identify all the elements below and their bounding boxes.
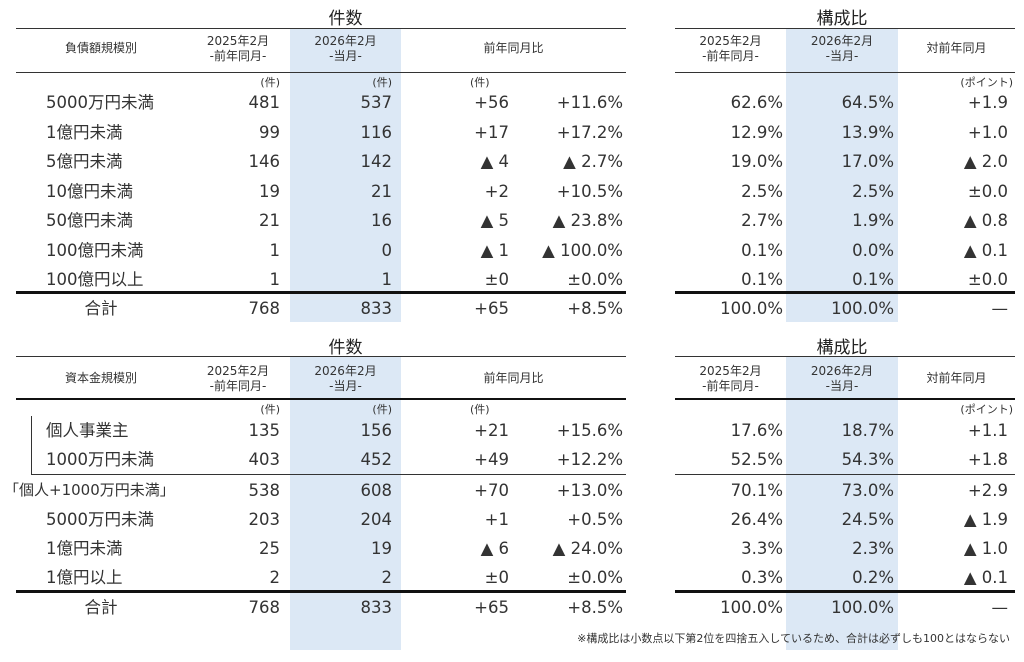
count-section-title: 件数 [328, 338, 363, 358]
current-month-highlight [290, 28, 401, 322]
ratio-current-header: 2026年2月 -当月- [810, 364, 874, 393]
unit-label: (件) [372, 76, 392, 89]
prev-year-header: 2025年2月 -前年同月- [206, 364, 270, 393]
row-label: 5000万円未満 [46, 510, 154, 529]
header-bottom-rule [16, 398, 626, 400]
header-top-rule [16, 356, 626, 357]
yoy-header: 前年同月比 [483, 371, 544, 385]
ratio-current-header: 2026年2月 -当月- [810, 34, 874, 63]
group-bracket [31, 416, 32, 474]
row-label: 5億円未満 [46, 152, 123, 171]
row-label: 100億円以上 [46, 270, 144, 289]
row-label: 5000万円未満 [46, 93, 154, 112]
ratio-prev-header: 2025年2月 -前年同月- [699, 364, 762, 393]
current-ratio-highlight [786, 356, 898, 650]
table-row: 1億円以上 2 2 ±0 ±0.0% 0.3% 0.2% ▲ 0.1 [0, 563, 1024, 592]
header-top-rule-ratio [675, 356, 1015, 357]
yoy-header: 前年同月比 [483, 41, 544, 55]
count-section-title: 件数 [328, 9, 363, 29]
row-label: 1億円未満 [46, 122, 123, 142]
unit-label: (件) [470, 403, 490, 416]
ratio-section-title: 構成比 [816, 338, 868, 358]
row-label: 100億円未満 [46, 240, 144, 260]
row-label: 1億円未満 [46, 539, 123, 558]
ratio-section-title: 構成比 [816, 9, 868, 29]
table-row: 個人事業主 135 156 +21 +15.6% 17.6% 18.7% +1.… [0, 416, 1024, 445]
category-header: 負債額規模別 [64, 41, 137, 55]
header-bottom-rule-ratio [675, 398, 1015, 400]
unit-label: (件) [470, 76, 490, 89]
group-bottom-rule [31, 474, 626, 475]
row-label: 「個人+1000万円未満」 [4, 481, 175, 499]
unit-point-label: (ポイント) [960, 76, 1013, 89]
table-row: 10億円未満 19 21 +2 +10.5% 2.5% 2.5% ±0.0 [0, 177, 1024, 206]
total-rule-ratio [675, 590, 1015, 593]
ratio-yoy-header: 対前年同月 [926, 371, 987, 385]
category-header: 資本金規模別 [64, 371, 137, 385]
unit-label: (件) [260, 403, 280, 416]
table-row: 5000万円未満 481 537 +56 +11.6% 62.6% 64.5% … [0, 88, 1024, 117]
row-label: 個人事業主 [46, 421, 129, 440]
ratio-prev-header: 2025年2月 -前年同月- [699, 34, 762, 63]
unit-point-label: (ポイント) [960, 403, 1013, 416]
current-ratio-highlight [786, 28, 898, 322]
header-bottom-rule [16, 72, 626, 73]
table-row: 50億円未満 21 16 ▲ 5 ▲ 23.8% 2.7% 1.9% ▲ 0.8 [0, 206, 1024, 235]
row-label: 1億円以上 [46, 568, 123, 587]
row-label: 10億円未満 [46, 181, 133, 201]
ratio-yoy-header: 対前年同月 [926, 41, 987, 55]
debt-size-table: 件数 構成比 負債額規模別 2025年2月 -前年同月- 2026年2月 -当月… [0, 0, 1024, 330]
table-row: 100億円未満 1 0 ▲ 1 ▲ 100.0% 0.1% 0.0% ▲ 0.1 [0, 236, 1024, 265]
total-rule [16, 590, 626, 593]
capital-size-table: 件数 構成比 資本金規模別 2025年2月 -前年同月- 2026年2月 -当月… [0, 330, 1024, 662]
table-row: 1000万円未満 403 452 +49 +12.2% 52.5% 54.3% … [0, 445, 1024, 474]
header-top-rule-ratio [675, 28, 1015, 29]
table-row: 5000万円未満 203 204 +1 +0.5% 26.4% 24.5% ▲ … [0, 505, 1024, 534]
header-top-rule [16, 28, 626, 29]
row-label: 50億円未満 [46, 211, 133, 230]
table-row: 1億円未満 99 116 +17 +17.2% 12.9% 13.9% +1.0 [0, 118, 1024, 147]
unit-label: (件) [372, 403, 392, 416]
current-month-header: 2026年2月 -当月- [314, 34, 377, 63]
table-row-subtotal: 「個人+1000万円未満」 538 608 +70 +13.0% 70.1% 7… [0, 476, 1024, 505]
current-month-header: 2026年2月 -当月- [314, 364, 377, 393]
total-rule-ratio [675, 291, 1015, 294]
total-rule [16, 291, 626, 294]
row-label: 1000万円未満 [46, 450, 154, 469]
header-bottom-rule-ratio [675, 72, 1015, 73]
unit-label: (件) [260, 76, 280, 89]
total-row: 合計 768 833 +65 +8.5% 100.0% 100.0% — [0, 294, 1024, 323]
total-label: 合計 [84, 299, 118, 318]
footnote: ※構成比は小数点以下第2位を四捨五入しているため、合計は必ずしも100とはならな… [577, 632, 1010, 645]
group-bottom-rule-ratio [675, 474, 1015, 475]
table-row: 100億円以上 1 1 ±0 ±0.0% 0.1% 0.1% ±0.0 [0, 265, 1024, 294]
table-row: 1億円未満 25 19 ▲ 6 ▲ 24.0% 3.3% 2.3% ▲ 1.0 [0, 534, 1024, 563]
table-row: 5億円未満 146 142 ▲ 4 ▲ 2.7% 19.0% 17.0% ▲ 2… [0, 147, 1024, 176]
total-row: 合計 768 833 +65 +8.5% 100.0% 100.0% — [0, 593, 1024, 622]
prev-year-header: 2025年2月 -前年同月- [206, 34, 270, 63]
total-label: 合計 [84, 598, 118, 617]
current-month-highlight [290, 356, 401, 650]
